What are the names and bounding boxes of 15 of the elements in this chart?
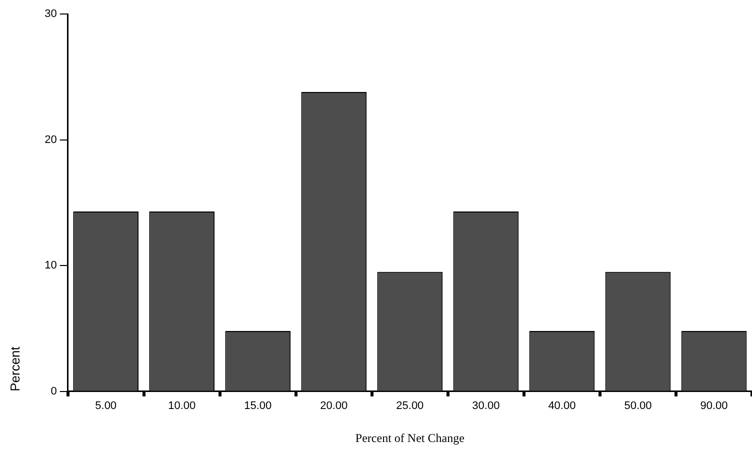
y-tick-label: 30	[44, 8, 57, 20]
x-tick-label: 25.00	[396, 400, 424, 412]
x-tick-label: 90.00	[700, 400, 728, 412]
x-tick-label: 30.00	[472, 400, 500, 412]
x-tick-label: 10.00	[168, 400, 196, 412]
x-tick-label: 15.00	[244, 400, 272, 412]
y-tick-label: 10	[44, 260, 57, 272]
y-axis-title: Percent	[7, 346, 22, 392]
x-axis-title: Percent of Net Change	[355, 430, 464, 445]
y-tick-label: 0	[50, 385, 57, 398]
y-tick-label: 20	[44, 134, 57, 146]
x-tick-label: 40.00	[548, 400, 576, 412]
x-tick-label: 50.00	[624, 400, 652, 412]
x-tick-label: 20.00	[320, 400, 348, 412]
x-tick-label: 5.00	[95, 400, 117, 412]
